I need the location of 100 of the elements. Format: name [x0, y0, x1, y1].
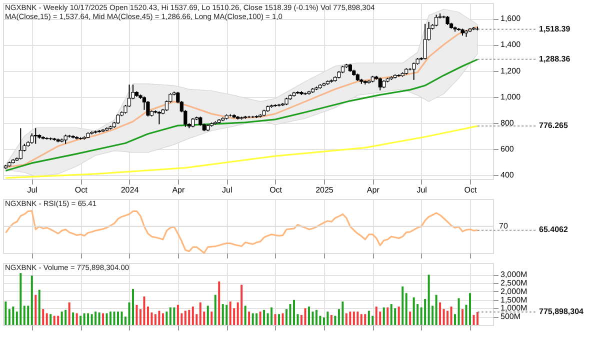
bar — [143, 296, 146, 325]
bar — [435, 294, 438, 325]
bar — [256, 313, 258, 325]
y-tick-label: 1,200 — [500, 66, 522, 76]
bar — [345, 313, 348, 325]
bar — [368, 310, 370, 325]
bar — [402, 286, 404, 325]
annotation: 1,518.39 — [539, 24, 571, 34]
bar — [428, 274, 430, 325]
bar — [390, 304, 392, 325]
bar — [405, 293, 408, 325]
bar — [439, 302, 442, 325]
bar — [72, 312, 74, 325]
bar — [274, 314, 276, 325]
candlestick — [412, 62, 416, 80]
bar — [8, 309, 10, 325]
bar — [94, 312, 97, 325]
bar — [218, 281, 220, 325]
bar — [349, 312, 352, 325]
bar — [57, 316, 60, 325]
bar — [226, 304, 228, 325]
x-tick-label: Jul — [416, 186, 428, 194]
bar — [20, 273, 22, 325]
bar — [80, 316, 82, 325]
bar — [352, 312, 355, 325]
bar — [192, 306, 194, 325]
y-tick-label: 1,600 — [500, 14, 522, 24]
bar — [64, 310, 67, 325]
bar — [50, 314, 52, 325]
y-tick-label: 400 — [500, 170, 514, 180]
x-tick-label: 2025 — [316, 186, 334, 194]
y-tick-label: 1,400 — [500, 40, 522, 50]
bar — [472, 314, 475, 325]
candlestick — [423, 23, 427, 60]
bar — [293, 300, 296, 325]
bar — [90, 314, 93, 325]
bar — [356, 312, 359, 325]
candlestick — [157, 110, 161, 125]
bar — [222, 304, 224, 325]
y-tick-label: 3,000M — [500, 270, 528, 280]
bar — [476, 312, 478, 325]
line-series — [4, 58, 478, 172]
bar — [173, 307, 176, 325]
candlestick — [18, 128, 22, 160]
bar — [252, 313, 254, 325]
bar — [102, 313, 104, 325]
bar — [424, 299, 426, 325]
bar — [87, 313, 90, 325]
bar — [270, 307, 273, 325]
bar — [308, 306, 310, 325]
bar — [110, 312, 112, 325]
bar — [12, 306, 14, 325]
x-tick-label: Oct — [74, 186, 88, 194]
bar — [162, 313, 164, 325]
bar — [454, 314, 456, 325]
bar — [113, 312, 116, 325]
bar — [210, 312, 213, 325]
line-series — [4, 26, 478, 168]
bar — [23, 306, 26, 325]
bar — [315, 310, 318, 325]
bar — [240, 284, 243, 325]
y-tick-label: 600 — [500, 144, 514, 154]
x-tick-label: 2024 — [120, 186, 140, 194]
bar — [244, 306, 246, 325]
bar — [386, 307, 389, 325]
y-tick-label: 2,000M — [500, 286, 528, 296]
bar — [188, 310, 190, 325]
bar — [382, 307, 385, 325]
bar — [412, 297, 415, 325]
x-tick-label: Oct — [270, 186, 283, 194]
bar — [342, 302, 344, 325]
y-tick-label: 800 — [500, 118, 514, 128]
bar — [199, 302, 202, 325]
bar — [184, 310, 186, 325]
bar — [34, 294, 37, 325]
text: 70 — [499, 221, 508, 230]
bar — [136, 304, 138, 325]
bar — [60, 312, 63, 325]
bar — [166, 312, 168, 325]
bar — [304, 308, 306, 325]
bar — [446, 310, 449, 325]
bar — [409, 312, 412, 325]
candlestick — [64, 134, 68, 144]
bar — [76, 313, 78, 325]
bar — [53, 316, 56, 325]
bar — [214, 294, 216, 325]
y-tick-label: 2,500M — [500, 278, 528, 288]
bar — [360, 314, 362, 325]
candlestick — [146, 100, 150, 117]
bar — [4, 302, 7, 325]
candlestick — [434, 14, 438, 27]
bar — [176, 304, 179, 325]
annotation: 65.4062 — [539, 225, 568, 234]
bar — [326, 312, 329, 325]
bar — [98, 312, 100, 325]
bar — [375, 306, 378, 325]
bar — [469, 293, 471, 325]
bar — [278, 314, 280, 325]
bar — [68, 302, 70, 325]
annotation: 775,898,304 — [539, 306, 584, 316]
